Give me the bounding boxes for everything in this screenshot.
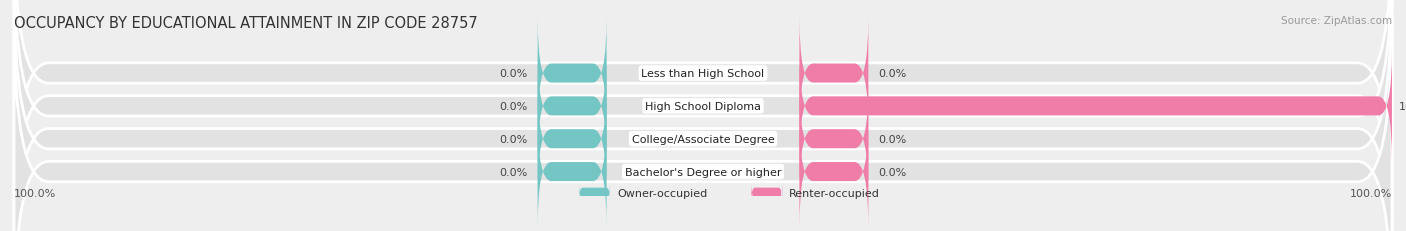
FancyBboxPatch shape [14,0,1392,227]
FancyBboxPatch shape [14,0,1392,231]
Text: 0.0%: 0.0% [879,69,907,79]
Text: 0.0%: 0.0% [499,69,527,79]
FancyBboxPatch shape [751,182,782,204]
Text: 0.0%: 0.0% [879,134,907,144]
Text: Source: ZipAtlas.com: Source: ZipAtlas.com [1281,16,1392,26]
Text: High School Diploma: High School Diploma [645,101,761,111]
Text: Owner-occupied: Owner-occupied [617,188,707,198]
FancyBboxPatch shape [14,18,1392,231]
FancyBboxPatch shape [579,182,610,204]
Text: 0.0%: 0.0% [499,167,527,177]
Text: 100.0%: 100.0% [14,188,56,198]
Text: 0.0%: 0.0% [499,134,527,144]
FancyBboxPatch shape [800,83,869,195]
FancyBboxPatch shape [800,116,869,228]
FancyBboxPatch shape [537,18,606,130]
FancyBboxPatch shape [800,51,1392,162]
Text: College/Associate Degree: College/Associate Degree [631,134,775,144]
Text: 100.0%: 100.0% [1350,188,1392,198]
Text: Bachelor's Degree or higher: Bachelor's Degree or higher [624,167,782,177]
Text: 100.0%: 100.0% [1399,101,1406,111]
FancyBboxPatch shape [14,0,1392,231]
Text: 0.0%: 0.0% [879,167,907,177]
Text: Renter-occupied: Renter-occupied [789,188,880,198]
FancyBboxPatch shape [537,83,606,195]
Text: Less than High School: Less than High School [641,69,765,79]
FancyBboxPatch shape [537,51,606,162]
Text: OCCUPANCY BY EDUCATIONAL ATTAINMENT IN ZIP CODE 28757: OCCUPANCY BY EDUCATIONAL ATTAINMENT IN Z… [14,16,478,31]
FancyBboxPatch shape [800,18,869,130]
Text: 0.0%: 0.0% [499,101,527,111]
FancyBboxPatch shape [537,116,606,228]
